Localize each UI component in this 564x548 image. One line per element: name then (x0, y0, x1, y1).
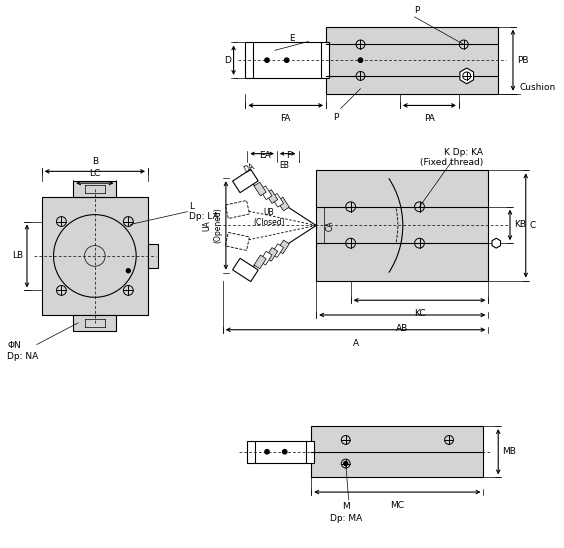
Text: LB: LB (12, 252, 23, 260)
Circle shape (284, 58, 289, 62)
Bar (226, 201, 249, 219)
Bar (245, 42, 329, 78)
Text: KC: KC (414, 309, 425, 318)
Text: L: L (190, 202, 194, 212)
Bar (254, 182, 266, 196)
Text: KB: KB (514, 220, 526, 230)
Text: Cushion: Cushion (520, 83, 556, 92)
Bar (148, 244, 158, 268)
Text: PA: PA (424, 115, 435, 123)
Text: P: P (333, 113, 338, 122)
Bar (260, 186, 272, 199)
Text: F: F (286, 151, 291, 160)
Bar (226, 232, 249, 250)
Text: Dp: MA: Dp: MA (329, 513, 362, 523)
Text: MB: MB (502, 447, 516, 456)
Bar (232, 169, 258, 193)
Bar (266, 190, 277, 203)
Text: FA: FA (280, 115, 291, 123)
Bar (326, 27, 498, 94)
Bar (42, 197, 148, 315)
Text: EB: EB (279, 161, 289, 170)
Circle shape (358, 58, 363, 62)
Bar (311, 426, 483, 477)
Bar (316, 170, 488, 281)
Text: P: P (414, 6, 419, 15)
Bar (248, 441, 314, 463)
Text: DA: DA (243, 162, 256, 175)
Text: D: D (224, 56, 231, 65)
Text: C: C (530, 221, 536, 230)
Bar (277, 240, 289, 254)
Bar (232, 258, 258, 282)
Circle shape (265, 449, 269, 454)
Bar (266, 248, 277, 261)
Text: MC: MC (390, 501, 404, 510)
Text: ΦN: ΦN (7, 340, 21, 350)
Text: CA: CA (326, 220, 335, 231)
Bar (271, 244, 284, 258)
Text: AB: AB (396, 324, 408, 333)
Circle shape (126, 269, 130, 273)
Text: E: E (289, 34, 294, 43)
Text: PB: PB (517, 56, 528, 65)
Bar (73, 315, 117, 331)
Text: A: A (352, 339, 359, 347)
Text: Dp: LA: Dp: LA (190, 212, 219, 221)
Text: UB
(Closed): UB (Closed) (253, 208, 285, 227)
Text: B: B (92, 157, 98, 167)
Text: (Fixed thread): (Fixed thread) (420, 158, 483, 167)
Bar (73, 181, 117, 197)
Text: M: M (342, 502, 350, 511)
Bar (277, 197, 289, 211)
Text: Dp: NA: Dp: NA (7, 352, 38, 361)
Circle shape (283, 449, 287, 454)
Bar (271, 193, 284, 207)
Text: EA: EA (259, 151, 271, 160)
Text: K Dp: KA: K Dp: KA (444, 148, 483, 157)
Polygon shape (460, 68, 474, 84)
Bar (260, 252, 272, 265)
Circle shape (343, 461, 347, 465)
Circle shape (265, 58, 269, 62)
Text: LC: LC (89, 169, 100, 178)
Polygon shape (492, 238, 500, 248)
Bar (254, 255, 266, 269)
Text: UA
(Opened): UA (Opened) (202, 208, 222, 243)
